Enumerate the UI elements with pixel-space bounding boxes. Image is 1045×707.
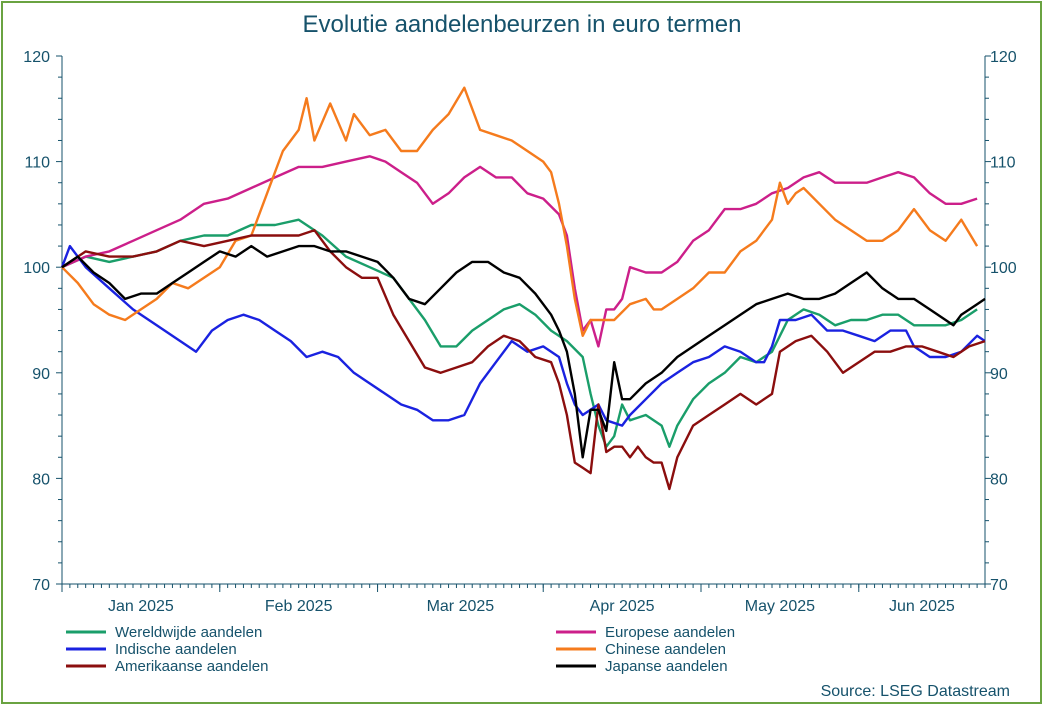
legend-label: Wereldwijde aandelen: [115, 624, 262, 641]
x-tick-label: Jan 2025: [108, 598, 174, 615]
series-line-chinese-aandelen: [61, 86, 979, 337]
legend-label: Japanse aandelen: [605, 658, 728, 675]
source-note: Source: LSEG Datastream: [821, 683, 1010, 700]
legend-label: Indische aandelen: [115, 641, 237, 658]
y-tick-label-left: 80: [32, 471, 50, 488]
legend-label: Amerikaanse aandelen: [115, 658, 268, 675]
series-line-wereldwijde-aandelen: [61, 218, 978, 448]
y-tick-label-left: 100: [23, 260, 50, 277]
chart-title: Evolutie aandelenbeurzen in euro termen: [303, 11, 742, 38]
x-tick-label: May 2025: [745, 598, 815, 615]
series-line-japanse-aandelen: [61, 244, 986, 459]
y-tick-label-right: 70: [990, 577, 1008, 594]
y-tick-label-left: 70: [32, 577, 50, 594]
series-line-amerikaanse-aandelen: [61, 229, 986, 491]
y-tick-label-right: 90: [990, 366, 1008, 383]
y-tick-label-left: 90: [32, 366, 50, 383]
series-lines: [60, 86, 986, 491]
y-tick-label-left: 110: [24, 155, 50, 172]
legend-label: Chinese aandelen: [605, 641, 726, 658]
x-tick-label: Jun 2025: [889, 598, 955, 615]
x-tick-label: Mar 2025: [427, 598, 495, 615]
y-tick-label-right: 100: [990, 260, 1017, 277]
y-tick-label-right: 80: [990, 471, 1008, 488]
legend: Wereldwijde aandelen Europese aandelen Ind…: [66, 624, 735, 675]
y-tick-label-left: 120: [23, 49, 50, 66]
y-tick-label-right: 120: [990, 49, 1017, 66]
ticks: 70 70 80 80 90 90 100 100 110 110 120 120 Jan 2025 Fe…: [23, 49, 1017, 615]
legend-label: Europese aandelen: [605, 624, 735, 641]
x-tick-label: Apr 2025: [590, 598, 655, 615]
y-tick-label-right: 110: [990, 155, 1016, 172]
series-line-europese-aandelen: [61, 155, 978, 348]
series-line-indische-aandelen: [60, 244, 986, 427]
x-tick-label: Feb 2025: [265, 598, 333, 615]
